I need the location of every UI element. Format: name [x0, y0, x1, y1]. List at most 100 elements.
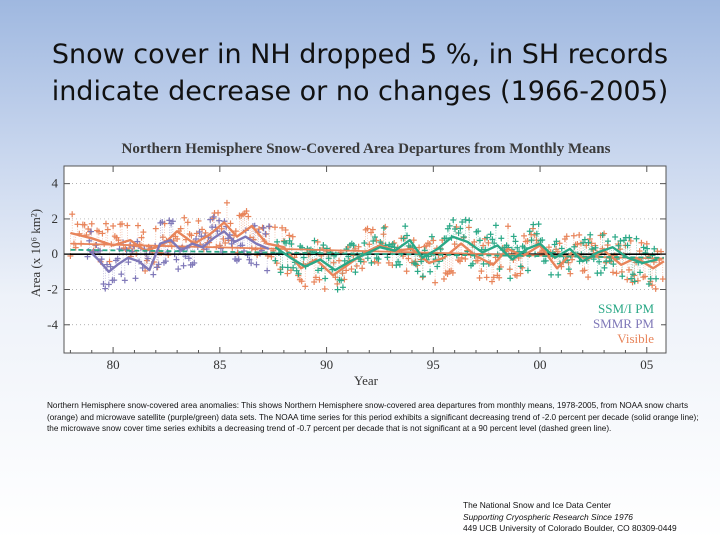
data-point-1	[173, 256, 180, 263]
data-point-1	[244, 252, 251, 259]
data-point-2	[452, 225, 459, 232]
data-point-0	[649, 282, 656, 289]
data-point-0	[135, 222, 142, 229]
data-point-0	[659, 276, 666, 283]
series-line-1	[86, 230, 270, 273]
data-point-1	[253, 261, 260, 268]
data-point-0	[355, 243, 362, 250]
data-point-2	[588, 245, 595, 252]
data-point-0	[336, 257, 343, 264]
data-point-0	[321, 286, 328, 293]
y-tick-label-0: 4	[52, 176, 59, 191]
data-point-2	[368, 259, 375, 266]
data-point-1	[228, 240, 235, 247]
data-point-0	[585, 274, 592, 281]
data-point-0	[302, 283, 309, 290]
data-point-2	[492, 222, 499, 229]
data-point-0	[545, 244, 552, 251]
data-point-0	[332, 274, 339, 281]
x-tick-label-3: 95	[427, 357, 440, 372]
data-point-0	[581, 267, 588, 274]
data-point-2	[389, 240, 396, 247]
data-point-0	[490, 274, 497, 281]
data-point-2	[580, 239, 587, 246]
data-point-0	[458, 254, 465, 261]
y-axis-label: Area (x 10⁶ km²)	[28, 209, 43, 297]
data-point-0	[410, 237, 417, 244]
data-point-2	[619, 273, 626, 280]
data-point-2	[617, 237, 624, 244]
data-point-0	[118, 220, 125, 227]
data-point-0	[636, 248, 643, 255]
data-point-2	[581, 236, 588, 243]
data-point-0	[462, 255, 469, 262]
chart-title: Northern Hemisphere Snow-Covered Area De…	[122, 141, 611, 157]
data-point-0	[613, 270, 620, 277]
data-point-0	[588, 240, 595, 247]
data-point-2	[535, 221, 542, 228]
x-tick-label-4: 00	[534, 357, 547, 372]
data-point-2	[498, 235, 505, 242]
data-point-2	[290, 264, 297, 271]
data-point-1	[155, 261, 162, 268]
y-tick-label-2: 0	[52, 246, 59, 261]
data-point-2	[428, 233, 435, 240]
data-point-0	[88, 220, 95, 227]
data-point-1	[121, 277, 128, 284]
data-point-1	[169, 218, 176, 225]
data-point-2	[350, 242, 357, 249]
legend-bg-1	[583, 317, 661, 331]
data-point-0	[478, 268, 485, 275]
data-point-2	[352, 269, 359, 276]
data-point-2	[457, 225, 464, 232]
data-point-2	[418, 258, 425, 265]
data-point-2	[371, 234, 378, 241]
data-point-2	[484, 234, 491, 241]
data-point-2	[460, 233, 467, 240]
data-point-2	[334, 286, 341, 293]
data-point-0	[110, 222, 117, 229]
data-point-0	[286, 232, 293, 239]
data-point-1	[264, 267, 271, 274]
data-point-2	[645, 281, 652, 288]
data-point-0	[195, 217, 202, 224]
data-point-0	[456, 258, 463, 265]
data-point-0	[652, 285, 659, 292]
data-point-1	[217, 245, 224, 252]
data-point-0	[140, 229, 147, 236]
data-point-2	[637, 269, 644, 276]
legend-entry-1: SMMR PM	[593, 316, 654, 331]
data-point-0	[314, 238, 321, 245]
data-point-0	[496, 274, 503, 281]
data-point-0	[359, 265, 366, 272]
data-point-0	[624, 276, 631, 283]
data-point-1	[162, 258, 169, 265]
legend-entry-0: Visible	[617, 331, 654, 346]
data-point-0	[165, 252, 172, 259]
data-point-0	[188, 232, 195, 239]
data-point-2	[628, 275, 635, 282]
data-point-0	[181, 214, 188, 221]
data-point-1	[88, 228, 95, 235]
x-axis-label: Year	[354, 373, 379, 388]
data-point-0	[312, 274, 319, 281]
data-point-0	[95, 228, 102, 235]
data-point-2	[462, 216, 469, 223]
series-line-0	[70, 221, 665, 277]
data-point-2	[514, 244, 521, 251]
data-point-1	[111, 277, 118, 284]
data-point-2	[427, 268, 434, 275]
data-point-0	[215, 209, 222, 216]
data-point-1	[125, 259, 132, 266]
snow-cover-chart: Northern Hemisphere Snow-Covered Area De…	[28, 141, 667, 388]
data-point-2	[610, 261, 617, 268]
data-point-2	[551, 241, 558, 248]
data-point-2	[300, 254, 307, 261]
data-point-1	[248, 260, 255, 267]
data-point-0	[440, 275, 447, 282]
data-point-2	[459, 219, 466, 226]
data-point-0	[282, 226, 289, 233]
data-point-2	[283, 240, 290, 247]
data-point-1	[196, 228, 203, 235]
data-point-0	[243, 208, 250, 215]
